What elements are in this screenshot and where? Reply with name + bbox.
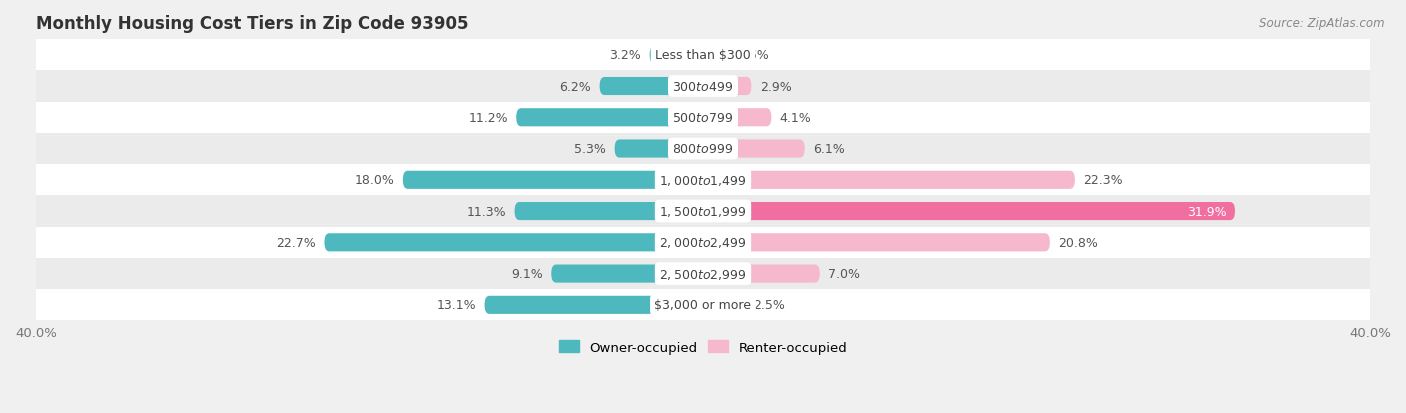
Text: 22.3%: 22.3% (1083, 174, 1123, 187)
Text: 11.3%: 11.3% (467, 205, 506, 218)
Text: Less than $300: Less than $300 (655, 49, 751, 62)
FancyBboxPatch shape (703, 171, 1076, 190)
FancyBboxPatch shape (703, 140, 804, 158)
FancyBboxPatch shape (614, 140, 703, 158)
Text: 3.2%: 3.2% (610, 49, 641, 62)
FancyBboxPatch shape (703, 296, 745, 314)
Text: 2.5%: 2.5% (754, 299, 785, 311)
Text: Monthly Housing Cost Tiers in Zip Code 93905: Monthly Housing Cost Tiers in Zip Code 9… (37, 15, 468, 33)
Text: 7.0%: 7.0% (828, 268, 860, 280)
Text: $2,500 to $2,999: $2,500 to $2,999 (659, 267, 747, 281)
Text: $300 to $499: $300 to $499 (672, 80, 734, 93)
FancyBboxPatch shape (515, 202, 703, 221)
Text: 31.9%: 31.9% (1187, 205, 1226, 218)
Bar (37, 165, 1369, 196)
Text: $500 to $799: $500 to $799 (672, 112, 734, 124)
Bar (37, 196, 1369, 227)
Bar (37, 133, 1369, 165)
Text: $800 to $999: $800 to $999 (672, 142, 734, 156)
Text: $3,000 or more: $3,000 or more (655, 299, 751, 311)
FancyBboxPatch shape (703, 234, 1050, 252)
Bar (37, 290, 1369, 321)
Text: 2.9%: 2.9% (759, 80, 792, 93)
Text: 5.3%: 5.3% (575, 142, 606, 156)
Text: 9.1%: 9.1% (512, 268, 543, 280)
FancyBboxPatch shape (325, 234, 703, 252)
Bar (37, 102, 1369, 133)
Text: $1,000 to $1,499: $1,000 to $1,499 (659, 173, 747, 188)
Text: 20.8%: 20.8% (1059, 236, 1098, 249)
FancyBboxPatch shape (703, 78, 751, 96)
FancyBboxPatch shape (703, 47, 730, 65)
Text: $2,000 to $2,499: $2,000 to $2,499 (659, 236, 747, 250)
Text: 4.1%: 4.1% (780, 112, 811, 124)
FancyBboxPatch shape (599, 78, 703, 96)
FancyBboxPatch shape (551, 265, 703, 283)
FancyBboxPatch shape (703, 202, 1234, 221)
Bar (37, 71, 1369, 102)
Text: $1,500 to $1,999: $1,500 to $1,999 (659, 204, 747, 218)
FancyBboxPatch shape (703, 109, 772, 127)
Text: Source: ZipAtlas.com: Source: ZipAtlas.com (1260, 17, 1385, 29)
Text: 6.2%: 6.2% (560, 80, 592, 93)
FancyBboxPatch shape (404, 171, 703, 190)
Text: 18.0%: 18.0% (354, 174, 395, 187)
Text: 11.2%: 11.2% (468, 112, 508, 124)
Text: 13.1%: 13.1% (437, 299, 477, 311)
FancyBboxPatch shape (485, 296, 703, 314)
Bar (37, 258, 1369, 290)
Bar (37, 227, 1369, 258)
Legend: Owner-occupied, Renter-occupied: Owner-occupied, Renter-occupied (554, 335, 852, 359)
FancyBboxPatch shape (703, 265, 820, 283)
Text: 1.6%: 1.6% (738, 49, 769, 62)
FancyBboxPatch shape (516, 109, 703, 127)
Bar (37, 40, 1369, 71)
Text: 22.7%: 22.7% (277, 236, 316, 249)
FancyBboxPatch shape (650, 47, 703, 65)
Text: 6.1%: 6.1% (813, 142, 845, 156)
